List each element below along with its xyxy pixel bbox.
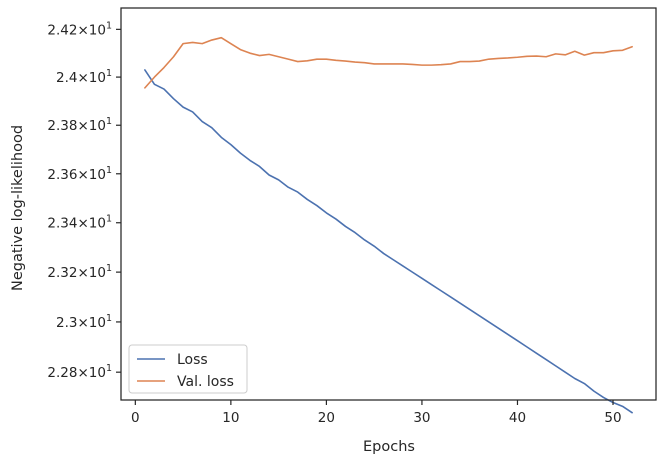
y-tick-label: 2.34×101: [47, 214, 112, 232]
legend-label-loss: Loss: [177, 352, 208, 368]
y-tick-label: 2.42×101: [47, 20, 112, 38]
legend-label-val-loss: Val. loss: [177, 374, 234, 390]
axes-frame: [120, 7, 657, 401]
plot-area: [120, 7, 657, 414]
x-axis: 0 10 20 30 40 50: [131, 400, 622, 426]
y-axis: 2.28×101 2.3×101 2.32×101 2.34×101 2.36×101 2…: [47, 20, 121, 381]
y-tick-label: 2.3×101: [56, 313, 112, 331]
x-tick-label: 30: [413, 410, 430, 426]
x-axis-label: Epochs: [363, 439, 415, 455]
x-tick-label: 40: [509, 410, 526, 426]
series-line-loss: [144, 69, 633, 414]
legend: Loss Val. loss: [128, 344, 248, 394]
y-tick-label: 2.38×101: [47, 116, 112, 134]
series-layer: [144, 36, 633, 414]
x-tick-label: 10: [222, 410, 239, 426]
y-tick-label: 2.32×101: [47, 263, 112, 281]
series-line-val-loss: [144, 36, 633, 89]
x-tick-label: 0: [131, 410, 140, 426]
y-tick-label: 2.4×101: [56, 68, 112, 86]
y-tick-label: 2.36×101: [47, 165, 112, 183]
y-axis-label: Negative log-likelihood: [10, 125, 26, 291]
x-tick-label: 50: [604, 410, 621, 426]
x-tick-label: 20: [318, 410, 335, 426]
y-tick-label: 2.28×101: [47, 363, 112, 381]
